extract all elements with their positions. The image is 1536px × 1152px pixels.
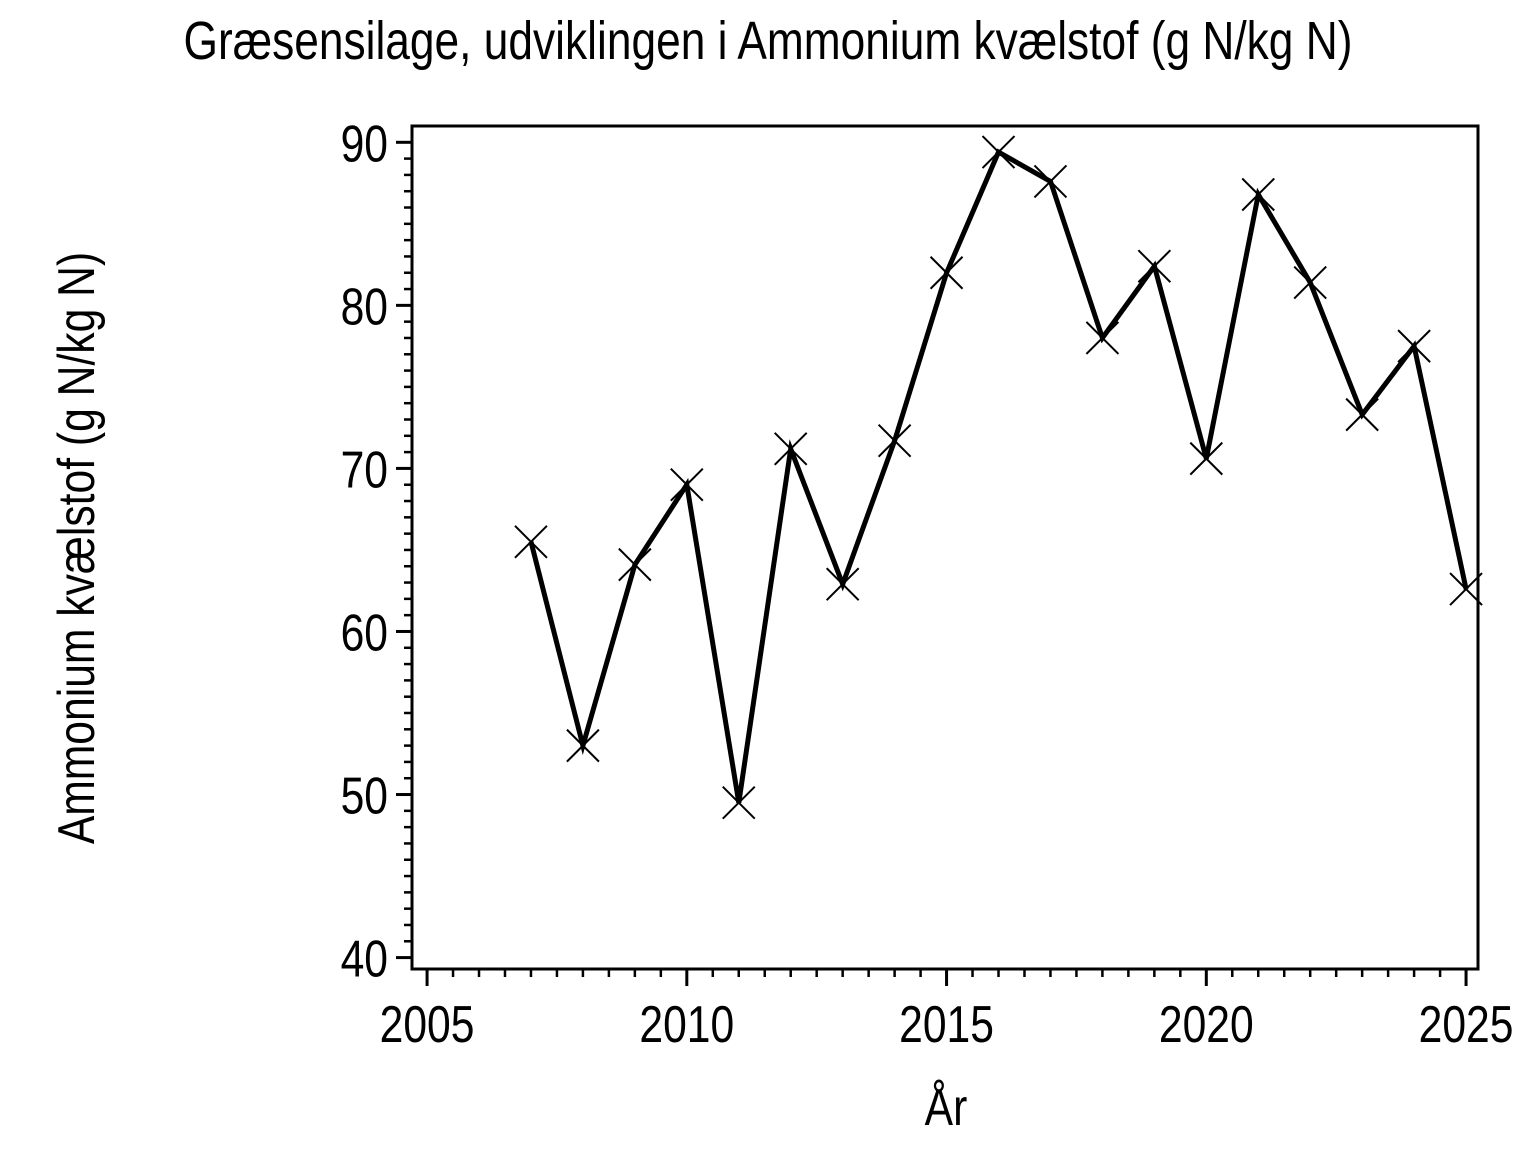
marker-stroke <box>774 432 808 466</box>
marker-stroke <box>1189 441 1224 476</box>
x-tick-label: 2020 <box>1159 996 1254 1054</box>
y-tick-label-group: 90 <box>341 115 388 173</box>
x-tick-label: 2025 <box>1419 996 1514 1054</box>
data-point-marker <box>1033 164 1068 199</box>
data-point-marker <box>1085 321 1120 355</box>
y-tick-label-group: 50 <box>341 768 388 826</box>
x-tick-label: 2010 <box>639 996 734 1054</box>
x-tick-label-group: 2015 <box>899 996 994 1054</box>
y-tick-label-group: 80 <box>341 278 388 336</box>
data-point-marker <box>825 567 860 601</box>
y-tick-label: 40 <box>341 931 388 989</box>
marker-stroke <box>1293 265 1327 300</box>
marker-stroke <box>1241 177 1275 212</box>
data-point-marker <box>1293 265 1327 300</box>
data-point-marker <box>774 432 808 466</box>
y-tick-label: 90 <box>341 115 388 173</box>
x-tick-label: 2005 <box>380 996 475 1054</box>
y-tick-label: 70 <box>341 441 388 499</box>
marker-stroke <box>566 728 600 763</box>
x-axis-title: År <box>924 1079 968 1137</box>
marker-stroke <box>877 423 912 458</box>
x-tick-label-group: 2020 <box>1159 996 1254 1054</box>
data-point-marker <box>618 547 652 582</box>
marker-stroke <box>670 468 704 502</box>
data-point-marker <box>1241 177 1275 212</box>
marker-stroke <box>825 567 860 601</box>
y-tick-label: 60 <box>341 605 388 663</box>
marker-stroke <box>1397 329 1431 363</box>
data-point-marker <box>722 785 756 820</box>
plot-frame <box>410 124 1480 971</box>
data-point-marker <box>514 525 548 559</box>
y-tick-label-group: 40 <box>341 931 388 989</box>
data-point-marker <box>1345 397 1379 432</box>
marker-stroke <box>1449 572 1483 606</box>
x-tick-label: 2015 <box>899 996 994 1054</box>
marker-stroke <box>1033 164 1068 199</box>
data-point-marker <box>1189 441 1224 476</box>
marker-stroke <box>1345 397 1379 432</box>
chart-title: Græsensilage, udviklingen i Ammonium kvæ… <box>183 11 1353 71</box>
data-point-marker <box>981 135 1016 169</box>
axes-layer: 40 50 60 70 80 90 2005 2010 2015 2020 2025 <box>341 115 1514 1054</box>
marker-stroke <box>1085 321 1120 355</box>
marker-stroke <box>514 525 548 559</box>
data-point-marker <box>566 728 600 763</box>
y-tick-label: 50 <box>341 768 388 826</box>
data-point-marker <box>670 468 704 502</box>
marker-stroke <box>722 785 756 820</box>
data-point-marker <box>877 423 912 458</box>
x-tick-label-group: 2005 <box>380 996 475 1054</box>
data-point-marker <box>1449 572 1483 606</box>
x-tick-label-group: 2010 <box>639 996 734 1054</box>
data-point-marker <box>1397 329 1431 363</box>
marker-stroke <box>981 135 1016 169</box>
marker-stroke <box>618 547 652 582</box>
data-series <box>514 135 1483 820</box>
data-point-marker <box>1137 249 1172 283</box>
y-axis-title: Ammonium kvælstof (g N/kg N) <box>48 251 106 845</box>
y-tick-label-group: 70 <box>341 441 388 499</box>
y-tick-label: 80 <box>341 278 388 336</box>
marker-stroke <box>929 256 964 290</box>
marker-stroke <box>1137 249 1172 283</box>
x-tick-label-group: 2025 <box>1419 996 1514 1054</box>
y-tick-label-group: 60 <box>341 605 388 663</box>
data-point-marker <box>929 256 964 290</box>
series-line <box>528 148 1469 804</box>
